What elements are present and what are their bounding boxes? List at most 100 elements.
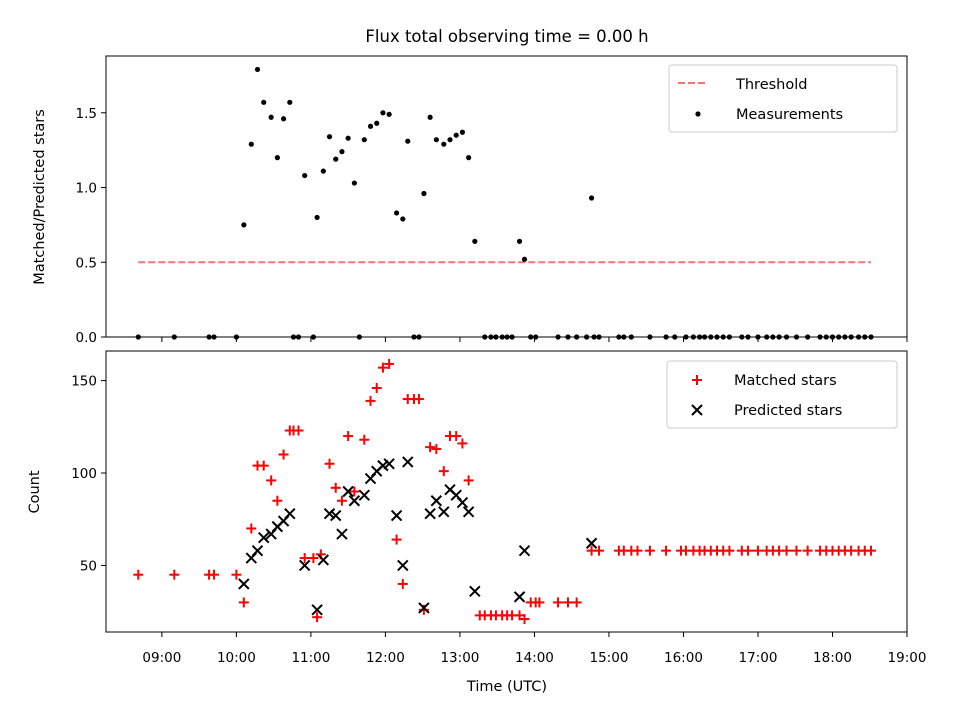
predicted-point (358, 489, 371, 501)
matched-point (451, 431, 462, 442)
measurement-point (302, 172, 308, 179)
predicted-point (513, 591, 526, 603)
top-legend: Threshold Measurements (668, 64, 898, 133)
measurement-point (254, 66, 261, 73)
predicted-point (585, 537, 598, 549)
matched-point (743, 545, 754, 556)
measurement-point (351, 180, 357, 186)
matched-point (293, 425, 304, 436)
legend-predicted-label: Predicted stars (734, 403, 842, 419)
x-tick-label: 17:00 (739, 650, 778, 666)
measurement-point (333, 156, 339, 162)
matched-point (266, 475, 277, 486)
x-tick-label: 15:00 (590, 650, 629, 666)
matched-point (365, 395, 376, 406)
measurement-point (588, 195, 595, 201)
matched-point (438, 466, 449, 477)
matched-point (519, 614, 530, 625)
measurement-point (521, 256, 528, 262)
predicted-point (469, 585, 481, 598)
matched-point (308, 553, 319, 564)
predicted-point (284, 507, 296, 520)
top-y-tick-label: 0.5 (76, 255, 97, 271)
predicted-point (251, 544, 264, 557)
predicted-point (298, 559, 311, 572)
matched-point (724, 545, 735, 556)
x-tick-label: 14:00 (515, 650, 554, 666)
top-y-tick-label: 0.0 (76, 330, 97, 346)
measurement-point (447, 137, 453, 143)
measurement-point (472, 238, 478, 244)
bottom-legend: Matched stars Predicted stars (666, 360, 898, 429)
measurement-point (516, 238, 523, 244)
predicted-point (462, 506, 475, 518)
matched-point (324, 458, 335, 469)
measurement-point (380, 110, 386, 116)
matched-point (384, 358, 395, 369)
matched-point (209, 569, 220, 580)
predicted-point (402, 456, 414, 468)
predicted-point (330, 509, 342, 522)
matched-point (133, 569, 144, 580)
predicted-point (258, 532, 270, 544)
measurement-point (374, 120, 380, 126)
measurement-point (433, 137, 439, 143)
measurement-point (241, 222, 247, 228)
predicted-point (418, 602, 430, 614)
measurement-point (345, 135, 351, 141)
measurement-point (261, 99, 267, 105)
bottom-y-tick-label: 50 (80, 558, 97, 574)
predicted-point (438, 506, 450, 518)
matched-point (802, 545, 813, 556)
measurement-point (466, 155, 472, 161)
predicted-point (424, 507, 436, 520)
measurement-point (367, 123, 374, 129)
measurement-point (274, 155, 280, 161)
matched-point (418, 604, 429, 615)
legend-measurements-swatch (695, 111, 701, 117)
matched-point (312, 612, 323, 623)
bottom-ylabel: Count (27, 470, 43, 513)
x-tick-label: 11:00 (291, 650, 330, 666)
top-y-tick-label: 1.5 (76, 106, 97, 122)
matched-point (865, 545, 876, 556)
legend-measurements-label: Measurements (736, 107, 843, 123)
measurement-point (405, 138, 411, 144)
matched-point (359, 434, 370, 445)
measurement-point (453, 132, 459, 138)
x-axis-label: Time (UTC) (466, 679, 547, 695)
matched-point (791, 545, 802, 556)
matched-point (336, 495, 347, 506)
matched-point (534, 597, 545, 608)
legend-matched-label: Matched stars (734, 373, 837, 389)
top-y-tick-label: 1.0 (76, 181, 97, 197)
predicted-point (311, 604, 323, 616)
matched-point (661, 545, 672, 556)
legend-threshold-label: Threshold (735, 77, 807, 93)
x-tick-label: 16:00 (664, 650, 703, 666)
measurement-point (361, 137, 367, 143)
matched-point (632, 545, 643, 556)
matched-point (349, 486, 360, 497)
predicted-point (336, 528, 348, 540)
matched-point (246, 523, 257, 534)
measurement-point (287, 99, 293, 105)
x-tick-label: 09:00 (142, 650, 181, 666)
matched-point (371, 382, 382, 393)
matched-point (594, 545, 605, 556)
matched-point (258, 460, 269, 471)
legend-predicted-swatch (691, 404, 703, 416)
matched-point (231, 569, 242, 580)
x-tick-label: 13:00 (440, 650, 479, 666)
measurement-point (339, 149, 345, 155)
predicted-point (383, 458, 395, 470)
measurement-point (441, 141, 447, 147)
legend-matched-swatch (692, 375, 702, 385)
measurement-point (393, 210, 400, 216)
x-tick-label: 18:00 (813, 650, 852, 666)
matched-point (272, 495, 283, 506)
top-axes-frame (105, 55, 908, 338)
matched-point (169, 569, 180, 580)
matched-point (377, 362, 388, 373)
